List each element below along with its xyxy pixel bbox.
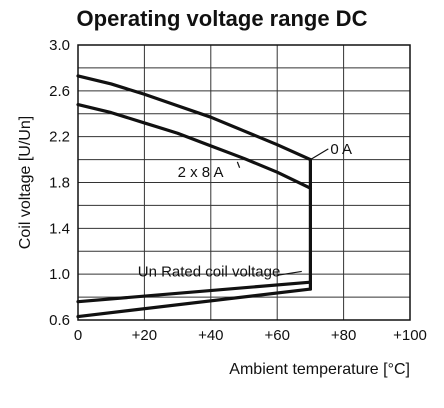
y-tick-label: 1.4	[49, 220, 70, 237]
tick-labels: 0 +20 +40 +60 +80 +100 0.6 1.0 1.4 1.8 2.2 2.6 3.0	[49, 37, 427, 344]
x-tick-label: 0	[74, 327, 82, 344]
x-tick-label: +100	[393, 327, 427, 344]
x-tick-label: +60	[264, 327, 289, 344]
annotation-leader	[236, 161, 241, 168]
annotation-label: 2 x 8 A	[178, 164, 224, 181]
chart-title: Operating voltage range DC	[76, 6, 368, 31]
series-group	[76, 74, 312, 319]
series-line	[76, 74, 312, 162]
x-tick-label: +80	[331, 327, 356, 344]
x-axis-label: Ambient temperature [°C]	[229, 361, 410, 378]
annotations: 0 A 2 x 8 A Un Rated coil voltage	[138, 141, 352, 281]
annotation-label: 0 A	[330, 141, 352, 158]
y-axis-label: Coil voltage [U/Un]	[17, 116, 34, 249]
annotation-leader	[277, 270, 302, 276]
y-tick-label: 2.6	[49, 83, 70, 100]
plot-frame	[77, 44, 411, 321]
x-tick-label: +40	[198, 327, 223, 344]
y-tick-label: 3.0	[49, 37, 70, 54]
y-tick-label: 0.6	[49, 312, 70, 329]
series-line	[76, 102, 312, 190]
annotation-label: Un Rated coil voltage	[138, 263, 281, 280]
x-tick-label: +20	[132, 327, 157, 344]
series-line	[76, 287, 312, 319]
y-tick-label: 1.0	[49, 266, 70, 283]
annotation-leader	[310, 148, 329, 161]
y-tick-label: 1.8	[49, 175, 70, 192]
series-line	[76, 280, 312, 304]
y-tick-label: 2.2	[49, 129, 70, 146]
